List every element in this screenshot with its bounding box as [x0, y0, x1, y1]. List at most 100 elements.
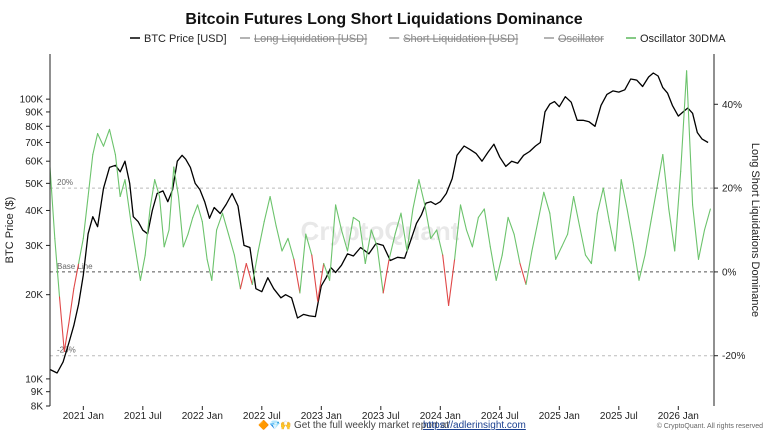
- oscillator-segment: [192, 204, 199, 218]
- oscillator-segment: [154, 179, 161, 198]
- oscillator-segment: [187, 216, 194, 235]
- oscillator-segment: [489, 246, 497, 281]
- oscillator-segment: [596, 187, 604, 214]
- oscillator-segment: [573, 195, 581, 227]
- oscillator-segment: [531, 221, 539, 252]
- y-left-tick-label: 30K: [25, 241, 43, 252]
- y-left-tick-label: 9K: [31, 387, 44, 398]
- x-tick-label: 2024 Jul: [481, 411, 519, 422]
- oscillator-segment: [73, 262, 80, 290]
- oscillator-segment: [662, 154, 670, 210]
- oscillator-segment: [58, 296, 65, 353]
- y-left-tick-label: 10K: [25, 374, 43, 385]
- oscillator-segment: [163, 229, 170, 248]
- legend-item-2[interactable]: Short Liquidation [USD]: [403, 33, 518, 45]
- y-left-tick-label: 40K: [25, 206, 43, 217]
- watermark: CryptoQuant: [301, 216, 460, 246]
- oscillator-segment: [471, 216, 479, 248]
- oscillator-segment: [412, 179, 420, 210]
- oscillator-segment: [567, 195, 575, 235]
- oscillator-segment: [608, 221, 616, 252]
- oscillator-segment: [442, 254, 450, 306]
- oscillator-segment: [680, 70, 688, 172]
- oscillator-segment: [561, 233, 569, 248]
- plot-series: [49, 70, 711, 374]
- chart-title: Bitcoin Futures Long Short Liquidations …: [185, 11, 582, 28]
- oscillator-segment: [168, 166, 175, 231]
- oscillator-segment: [424, 204, 432, 239]
- oscillator-segment: [644, 221, 652, 256]
- oscillator-segment: [686, 70, 694, 206]
- oscillator-segment: [626, 208, 634, 244]
- legend-item-4[interactable]: Oscillator 30DMA: [640, 33, 726, 45]
- footer-text: Get the full weekly market report at: [294, 420, 449, 431]
- oscillator-segment: [102, 128, 111, 147]
- oscillator-segment: [692, 204, 700, 260]
- oscillator-segment: [311, 254, 319, 302]
- y-right-tick-label: 0%: [722, 267, 737, 278]
- oscillator-segment: [144, 208, 151, 256]
- oscillator-segment: [317, 262, 325, 302]
- oscillator-segment: [501, 216, 509, 256]
- oscillator-segment: [584, 254, 592, 265]
- x-tick-label: 2022 Jan: [182, 411, 223, 422]
- oscillator-segment: [394, 212, 402, 235]
- legend-item-1[interactable]: Long Liquidation [USD]: [254, 33, 367, 45]
- oscillator-segment: [543, 191, 551, 214]
- y-right-tick-label: 20%: [722, 184, 742, 195]
- oscillator-segment: [227, 233, 235, 256]
- y-axis-right-label: Long Short Liquidations Dominance: [749, 143, 761, 317]
- x-tick-label: 2023 Jan: [301, 411, 342, 422]
- legend-item-0[interactable]: BTC Price [USD]: [144, 33, 227, 45]
- oscillator-segment: [206, 258, 213, 281]
- y-left-tick-label: 60K: [25, 157, 43, 168]
- footer-icons: 🔶💎🙌: [258, 419, 292, 430]
- oscillator-segment: [251, 250, 259, 286]
- series-line-btc-price: [49, 72, 709, 374]
- oscillator-segment: [578, 225, 587, 256]
- x-axis: 2021 Jan 2021 Jul 2022 Jan 2022 Jul 2023 Jan…: [63, 406, 699, 422]
- oscillator-segment: [275, 225, 283, 252]
- oscillator-segment: [346, 216, 354, 252]
- oscillator-segment: [358, 221, 366, 265]
- oscillator-segment: [495, 254, 503, 281]
- legend-item-3[interactable]: Oscillator: [558, 33, 604, 45]
- oscillator-segment: [703, 208, 711, 231]
- reference-label-1: Base Line: [57, 262, 93, 271]
- oscillator-segment: [114, 154, 121, 198]
- oscillator-segment: [656, 154, 664, 189]
- y-left-tick-label: 20K: [25, 290, 43, 301]
- oscillator-segment: [245, 262, 253, 286]
- oscillator-segment: [436, 229, 444, 256]
- oscillator-segment: [614, 179, 622, 252]
- x-tick-label: 2023 Jul: [362, 411, 400, 422]
- oscillator-segment: [139, 254, 146, 281]
- oscillator-segment: [697, 229, 706, 260]
- oscillator-segment: [513, 233, 521, 265]
- oscillator-segment: [620, 179, 628, 210]
- y-axis-left-label: BTC Price ($): [4, 197, 16, 264]
- copyright: © CryptoQuant. All rights reserved: [657, 422, 763, 430]
- oscillator-segment: [211, 229, 218, 281]
- y-right-tick-label: -20%: [722, 351, 745, 362]
- oscillator-segment: [49, 166, 56, 239]
- oscillator-segment: [638, 254, 646, 281]
- oscillator-segment: [201, 221, 208, 260]
- oscillator-segment: [352, 216, 360, 223]
- x-tick-label: 2026 Jan: [658, 411, 699, 422]
- oscillator-segment: [197, 204, 203, 223]
- oscillator-segment: [400, 212, 408, 252]
- x-tick-label: 2022 Jul: [243, 411, 281, 422]
- oscillator-segment: [299, 233, 307, 294]
- oscillator-segment: [650, 187, 658, 223]
- oscillator-segment: [54, 237, 61, 298]
- oscillator-segment: [674, 170, 682, 252]
- y-left-tick-label: 8K: [31, 402, 44, 413]
- oscillator-segment: [263, 195, 271, 223]
- oscillator-segment: [448, 258, 456, 306]
- oscillator-segment: [82, 195, 89, 239]
- y-axis-right: 40% 20% 0% -20%: [714, 100, 745, 362]
- oscillator-segment: [370, 229, 378, 248]
- x-tick-label: 2021 Jul: [124, 411, 162, 422]
- footer-link[interactable]: https://adlerinsight.com: [423, 420, 526, 431]
